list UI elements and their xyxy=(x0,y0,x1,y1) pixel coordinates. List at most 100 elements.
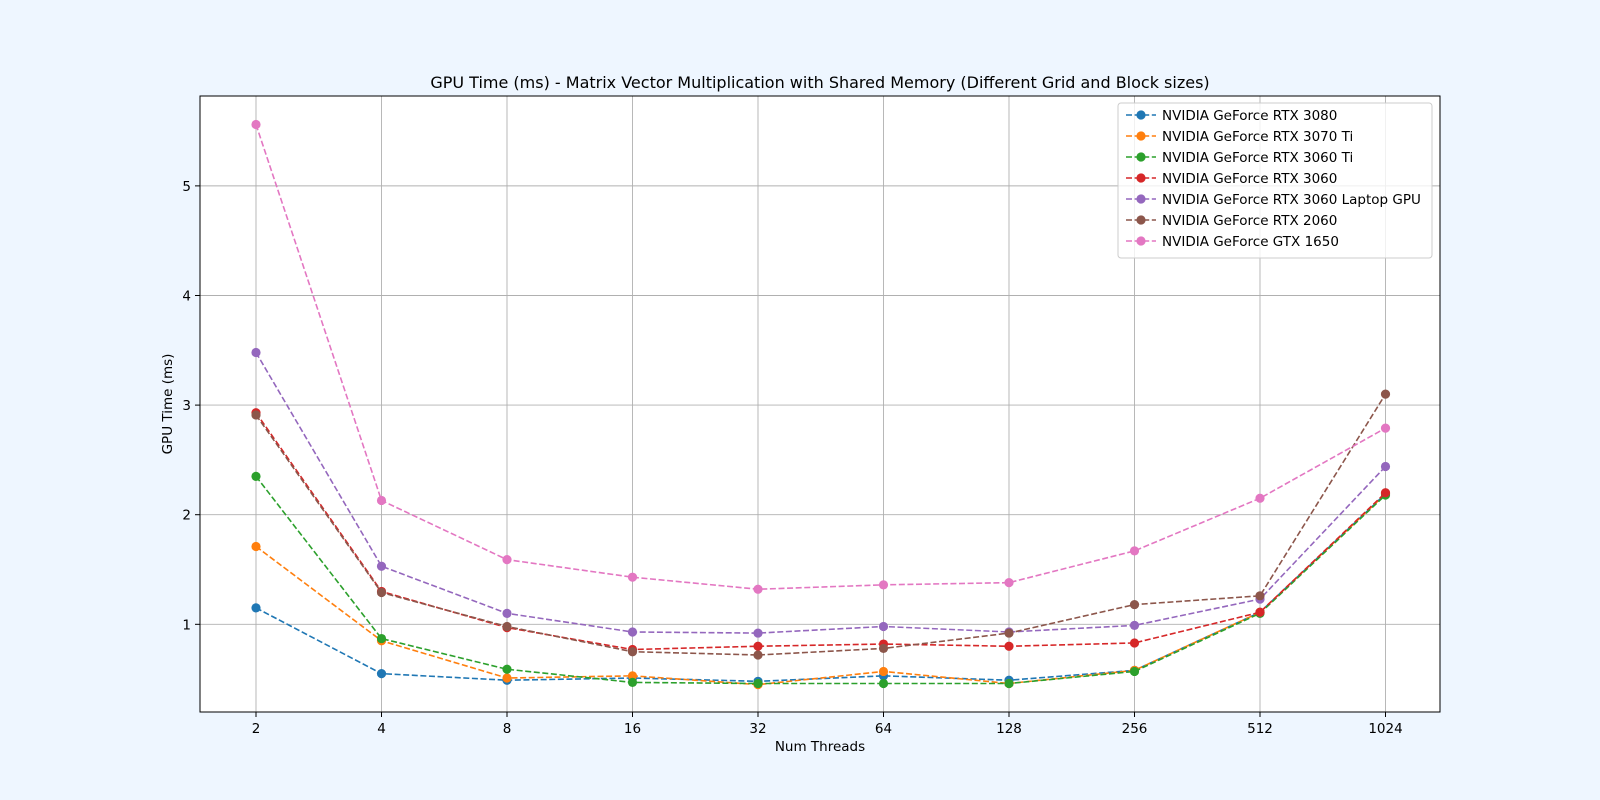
data-point xyxy=(878,621,889,632)
x-tick-label: 1024 xyxy=(1368,721,1402,737)
data-point xyxy=(1129,546,1140,556)
legend-item: NVIDIA GeForce RTX 3080 xyxy=(1126,108,1337,124)
series-line xyxy=(255,352,1387,634)
legend-label: NVIDIA GeForce RTX 3080 xyxy=(1162,108,1337,124)
legend-label: NVIDIA GeForce GTX 1650 xyxy=(1162,234,1339,250)
data-point xyxy=(1129,638,1140,648)
data-point xyxy=(376,561,387,571)
data-point xyxy=(502,673,512,683)
y-tick-label: 2 xyxy=(182,508,191,524)
data-point xyxy=(1004,641,1014,651)
data-point xyxy=(1004,678,1014,689)
data-point xyxy=(1380,389,1391,399)
series-layer xyxy=(251,119,1391,690)
y-tick-label: 5 xyxy=(182,179,191,195)
data-point xyxy=(753,628,763,638)
data-point xyxy=(1380,488,1391,498)
x-tick-label: 16 xyxy=(624,721,641,737)
x-tick-label: 256 xyxy=(1122,721,1148,737)
data-point xyxy=(1255,591,1265,601)
legend-box xyxy=(1117,102,1433,259)
data-point xyxy=(627,677,638,688)
legend-item: NVIDIA GeForce RTX 3060 xyxy=(1126,171,1337,187)
legend-label: NVIDIA GeForce RTX 3070 Ti xyxy=(1162,129,1353,145)
data-point xyxy=(251,603,261,613)
series-6 xyxy=(251,389,1391,660)
data-point xyxy=(502,608,512,618)
series-line xyxy=(255,475,1387,685)
data-point xyxy=(753,584,763,594)
series-line xyxy=(255,412,1387,651)
data-point xyxy=(878,643,889,654)
legend-marker xyxy=(1136,110,1146,120)
data-point xyxy=(627,627,638,637)
data-point xyxy=(878,580,889,590)
series-7 xyxy=(251,119,1391,594)
legend-item: NVIDIA GeForce RTX 3060 Laptop GPU xyxy=(1126,192,1421,208)
legend-item: NVIDIA GeForce RTX 2060 xyxy=(1126,213,1337,229)
data-point xyxy=(251,347,261,358)
y-tick-label: 4 xyxy=(182,288,191,304)
axis-ticks: 2 4 8 16 32 64 128 256 512 1024 1 2 3 4 5 xyxy=(182,179,1402,737)
legend-marker xyxy=(1136,152,1146,162)
x-tick-label: 512 xyxy=(1247,721,1273,737)
y-tick-label: 3 xyxy=(182,398,191,414)
legend-item: NVIDIA GeForce RTX 3070 Ti xyxy=(1126,129,1353,145)
legend-label: NVIDIA GeForce RTX 2060 xyxy=(1162,213,1337,229)
data-point xyxy=(627,572,638,582)
data-point xyxy=(1129,620,1140,631)
data-point xyxy=(878,666,889,677)
data-point xyxy=(627,647,638,657)
x-tick-label: 2 xyxy=(252,721,261,737)
data-point xyxy=(251,471,261,481)
legend-marker xyxy=(1136,194,1146,204)
data-point xyxy=(1129,666,1140,677)
legend-item: NVIDIA GeForce RTX 3060 Ti xyxy=(1126,150,1353,166)
data-point xyxy=(1255,607,1265,617)
data-point xyxy=(1255,493,1265,503)
x-tick-label: 8 xyxy=(503,721,512,737)
data-point xyxy=(878,678,889,689)
legend-marker xyxy=(1136,173,1146,183)
legend: NVIDIA GeForce RTX 3080 NVIDIA GeForce RT… xyxy=(1117,102,1433,259)
data-point xyxy=(753,678,763,689)
data-point xyxy=(1129,599,1140,610)
data-point xyxy=(502,555,512,565)
legend-item: NVIDIA GeForce GTX 1650 xyxy=(1126,234,1339,250)
series-line xyxy=(255,124,1386,591)
series-line xyxy=(255,393,1387,656)
x-tick-label: 32 xyxy=(749,721,766,737)
y-tick-label: 1 xyxy=(182,617,191,633)
grid-lines xyxy=(200,96,1440,712)
legend-label: NVIDIA GeForce RTX 3060 Ti xyxy=(1162,150,1353,166)
legend-marker xyxy=(1136,236,1146,246)
data-point xyxy=(753,641,763,651)
x-tick-label: 64 xyxy=(875,721,892,737)
x-tick-label: 4 xyxy=(377,721,386,737)
data-point xyxy=(251,119,261,130)
x-axis-label: Num Threads xyxy=(775,739,865,755)
data-point xyxy=(753,650,763,660)
data-point xyxy=(627,671,638,681)
data-point xyxy=(1380,423,1391,433)
x-tick-label: 128 xyxy=(996,721,1022,737)
data-point xyxy=(1380,461,1391,472)
data-point xyxy=(251,410,261,420)
data-point xyxy=(251,541,261,552)
data-point xyxy=(1004,578,1014,588)
data-point xyxy=(376,633,387,644)
legend-marker xyxy=(1136,215,1146,225)
data-point xyxy=(502,664,512,674)
legend-label: NVIDIA GeForce RTX 3060 Laptop GPU xyxy=(1162,192,1421,208)
data-point xyxy=(1004,628,1014,638)
chart-title: GPU Time (ms) - Matrix Vector Multiplica… xyxy=(430,73,1209,92)
data-point xyxy=(376,587,387,598)
legend-marker xyxy=(1136,131,1146,141)
legend-label: NVIDIA GeForce RTX 3060 xyxy=(1162,171,1337,187)
data-point xyxy=(502,621,512,632)
data-point xyxy=(376,495,387,506)
plot-frame xyxy=(199,95,1441,713)
series-line xyxy=(255,493,1387,686)
data-point xyxy=(376,669,387,679)
